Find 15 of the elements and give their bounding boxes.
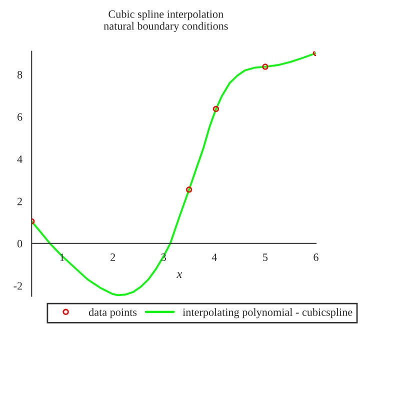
y-tick-label: -2 (14, 282, 22, 290)
chart-title: Cubic spline interpolation (108, 10, 224, 20)
chart-subtitle: natural boundary conditions (104, 22, 228, 32)
x-axis-title: x (176, 272, 182, 278)
x-tick-label: 5 (263, 254, 268, 262)
y-tick-label: 4 (17, 156, 22, 163)
legend-label: interpolating polynomial - cubicspline (182, 308, 352, 318)
x-tick-label: 4 (212, 254, 218, 261)
legend-label: data points (88, 308, 137, 318)
y-tick-label: 6 (17, 113, 22, 121)
y-tick-label: 2 (18, 198, 22, 206)
y-tick-label: 8 (17, 71, 22, 79)
x-tick-label: 2 (110, 254, 116, 261)
y-tick-label: 0 (17, 240, 22, 248)
x-tick-label: 6 (314, 254, 318, 262)
